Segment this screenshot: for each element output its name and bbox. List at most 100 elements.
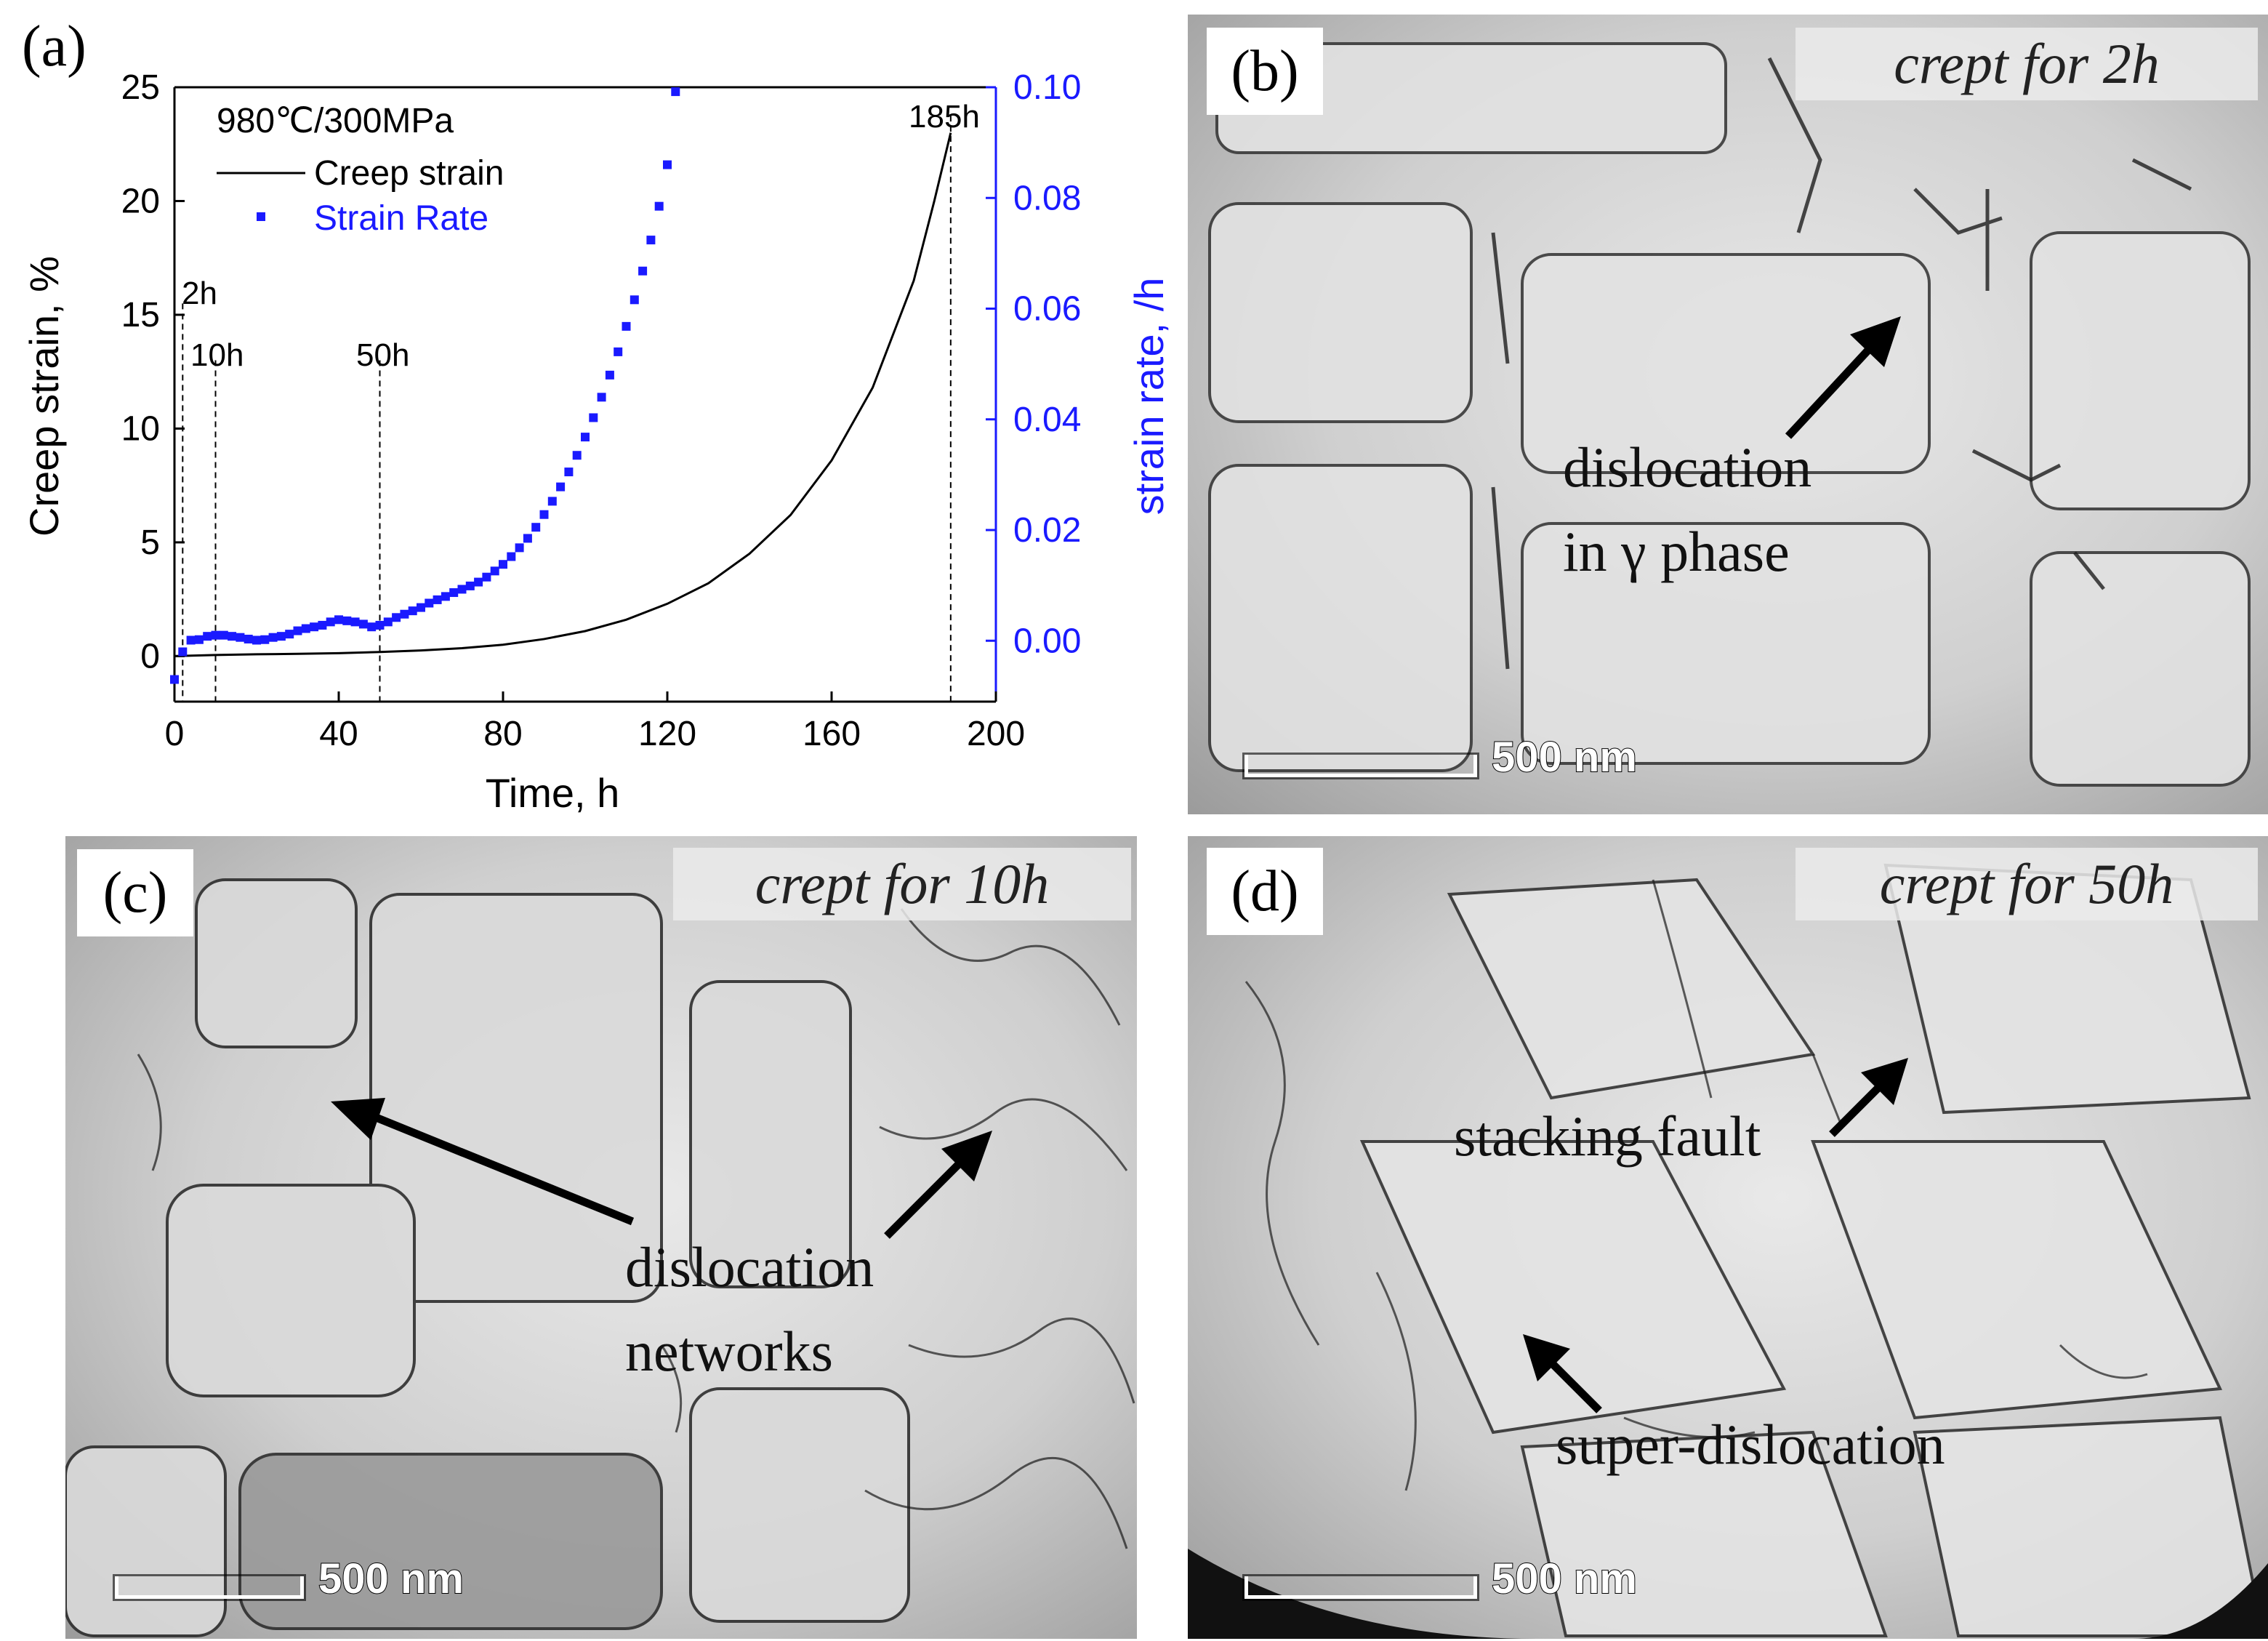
strain-rate-point xyxy=(523,534,532,543)
strain-rate-point xyxy=(228,632,237,641)
panel-b-arrow xyxy=(1785,316,1901,439)
y-tick-label: 0 xyxy=(140,637,160,675)
panel-a-chart: 0 40 80 120 160 200 0 5 10 15 20 25 0.00 0.02 0.04 0.06… xyxy=(0,0,1170,822)
strain-rate-point xyxy=(465,581,475,590)
panel-d-arrow-super-dislocation xyxy=(1523,1334,1602,1413)
x-tick-label: 0 xyxy=(165,715,185,753)
strain-rate-point xyxy=(449,588,459,598)
panel-d-arrow-stacking-fault xyxy=(1829,1058,1908,1137)
strain-rate-point xyxy=(375,620,385,630)
strain-rate-point xyxy=(358,619,368,629)
strain-rate-point xyxy=(170,675,179,684)
strain-rate-point xyxy=(383,617,393,627)
strain-rate-point xyxy=(268,633,278,642)
strain-rate-point xyxy=(499,560,507,569)
strain-rate-point xyxy=(457,585,467,594)
panel-d-label: (d) xyxy=(1207,848,1323,935)
strain-rate-point xyxy=(219,630,228,640)
strain-rate-point xyxy=(515,543,524,553)
mark-185h: 185h xyxy=(909,99,980,135)
strain-rate-point xyxy=(663,160,672,169)
y2-tick-label: 0.10 xyxy=(1013,68,1081,107)
strain-rate-point xyxy=(614,347,623,356)
strain-rate-point xyxy=(236,633,245,642)
strain-rate-point xyxy=(293,626,302,635)
strain-rate-point xyxy=(671,87,680,97)
strain-rate-point xyxy=(285,630,294,639)
micrograph-texture xyxy=(1188,863,2268,1639)
strain-rate-point xyxy=(597,393,606,402)
strain-rate-point xyxy=(211,630,220,640)
strain-rate-point xyxy=(589,413,598,422)
strain-rate-point xyxy=(474,577,483,587)
strain-rate-point xyxy=(392,613,401,622)
strain-rate-point xyxy=(417,603,425,612)
mark-50h: 50h xyxy=(356,337,409,373)
strain-rate-point xyxy=(581,433,590,442)
strain-rate-point xyxy=(342,616,352,625)
strain-rate-point xyxy=(605,370,614,380)
strain-rate-point xyxy=(441,592,450,601)
x-tick-label: 120 xyxy=(638,715,696,753)
strain-rate-point xyxy=(654,201,664,211)
panel-c-micrograph xyxy=(65,836,1137,1639)
panel-b-title: crept for 2h xyxy=(1796,28,2258,100)
strain-rate-point xyxy=(194,635,204,644)
strain-rate-point xyxy=(433,595,442,604)
y2-axis-label: strain rate, /h xyxy=(1126,278,1170,515)
strain-rate-point xyxy=(547,497,557,506)
strain-rate-point xyxy=(531,523,541,532)
strain-rate-point xyxy=(367,622,377,632)
legend-strain-rate: Strain Rate xyxy=(314,199,488,238)
strain-rate-point xyxy=(482,572,491,582)
y2-tick-label: 0.06 xyxy=(1013,290,1081,329)
strain-rate-point xyxy=(301,624,310,633)
y2-tick-label: 0.08 xyxy=(1013,179,1081,217)
panel-d-annotation-2: super-dislocation xyxy=(1556,1413,1945,1476)
strain-rate-point xyxy=(507,552,516,561)
panel-b-label: (b) xyxy=(1207,28,1323,115)
y2-tick-label: 0.00 xyxy=(1013,622,1081,660)
strain-rate-point xyxy=(408,606,417,616)
strain-rate-point xyxy=(244,634,253,643)
panel-c-title: crept for 10h xyxy=(673,848,1131,920)
strain-rate-point xyxy=(572,451,582,460)
strain-rate-point xyxy=(310,622,319,632)
strain-rate-point xyxy=(276,632,286,641)
mark-10h: 10h xyxy=(190,337,244,373)
strain-rate-point xyxy=(318,620,327,630)
strain-rate-point xyxy=(556,482,566,492)
panel-a-label: (a) xyxy=(22,15,87,79)
panel-d-micrograph xyxy=(1188,836,2268,1639)
x-axis-label: Time, h xyxy=(486,770,620,816)
creep-chart: 0 40 80 120 160 200 0 5 10 15 20 25 0.00 0.02 0.04 0.06… xyxy=(21,15,1170,816)
y-axis-label: Creep strain, % xyxy=(21,256,67,537)
strain-rate-point xyxy=(350,617,360,627)
y-tick-label: 10 xyxy=(121,409,160,448)
strain-rate-point xyxy=(326,617,335,627)
panel-c-scale-text: 500 nm xyxy=(318,1554,465,1603)
x-tick-label: 80 xyxy=(483,715,522,753)
strain-rate-point xyxy=(564,468,574,477)
panel-c-annotation-1: dislocation xyxy=(625,1235,874,1299)
strain-rate-point xyxy=(622,321,631,331)
legend-marker-sample xyxy=(257,212,265,221)
panel-d-title: crept for 50h xyxy=(1796,848,2258,920)
strain-rate-point xyxy=(252,635,261,645)
y2-tick-label: 0.04 xyxy=(1013,401,1081,439)
panel-d-scale-text: 500 nm xyxy=(1491,1554,1638,1603)
strain-rate-point xyxy=(425,598,434,608)
strain-rate-point xyxy=(646,236,656,245)
panel-b-annotation-2: in γ phase xyxy=(1563,520,1790,583)
strain-rate-point xyxy=(400,609,409,619)
strain-rate-point xyxy=(186,635,196,645)
panel-b-scale-text: 500 nm xyxy=(1491,733,1638,782)
strain-rate-point xyxy=(539,510,549,519)
creep-strain-line xyxy=(174,132,952,657)
x-tick-label: 160 xyxy=(803,715,861,753)
strain-rate-point xyxy=(490,566,499,576)
panel-c-annotation-2: networks xyxy=(625,1320,833,1383)
strain-rate-point xyxy=(203,632,212,641)
panel-c-arrow-right xyxy=(884,1131,992,1239)
panel-b-micrograph xyxy=(1188,15,2268,814)
